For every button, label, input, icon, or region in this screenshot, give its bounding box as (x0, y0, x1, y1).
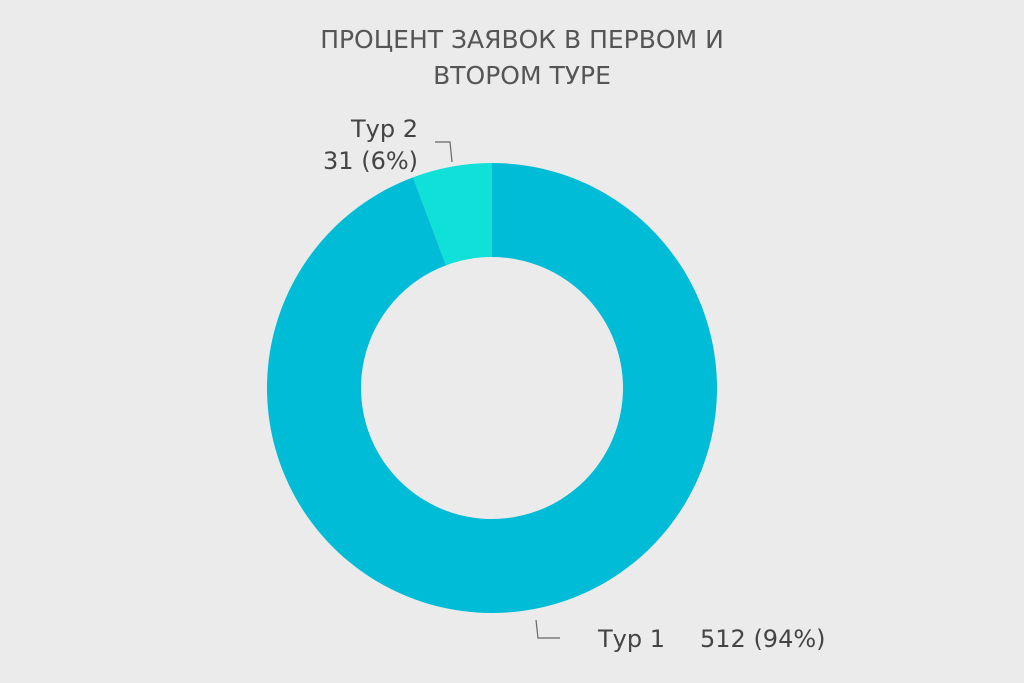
value-label: 512 (94%) (700, 625, 826, 653)
donut-slice (413, 163, 492, 266)
slice-label: Тур 2 (350, 115, 418, 143)
donut-slice (267, 162, 718, 613)
leader-line (435, 141, 453, 163)
slice-label: Тур 1 (597, 625, 665, 653)
leader-line (535, 619, 560, 639)
chart-title: ПРОЦЕНТ ЗАЯВОК В ПЕРВОМ И ВТОРОМ ТУРЕ (320, 25, 724, 90)
value-label: 31 (6%) (323, 147, 418, 175)
